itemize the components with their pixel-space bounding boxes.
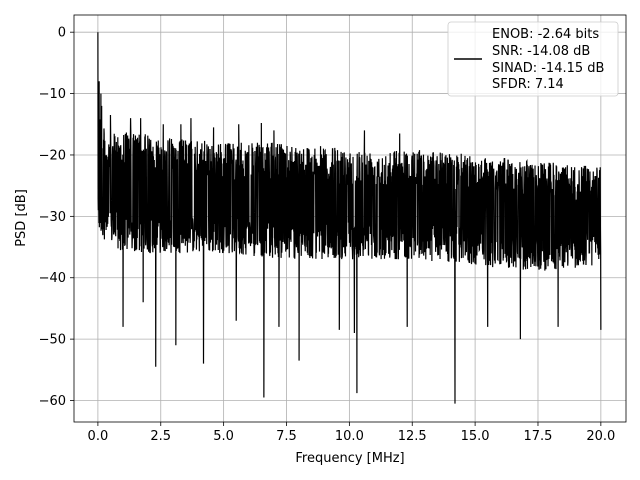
x-tick-label: 2.5 (150, 429, 171, 444)
x-tick-label: 15.0 (461, 429, 490, 444)
legend-entry-sfdr: SFDR: 7.14 (492, 77, 564, 92)
psd-series-line (97, 32, 602, 404)
y-tick-label: −60 (39, 394, 66, 409)
y-tick-label: −20 (39, 148, 66, 163)
x-tick-label: 7.5 (276, 429, 297, 444)
x-axis-label: Frequency [MHz] (295, 451, 404, 466)
psd-trace (97, 32, 602, 404)
legend-box (447, 21, 619, 97)
legend-entry-enob: ENOB: -2.64 bits (492, 27, 599, 42)
x-tick-label: 0.0 (88, 429, 109, 444)
x-tick-label: 17.5 (524, 429, 553, 444)
x-tick-label: 10.0 (335, 429, 364, 444)
y-tick-label: −50 (39, 333, 66, 348)
y-tick-label: −10 (39, 87, 66, 102)
y-tick-label: −40 (39, 271, 66, 286)
legend: ENOB: -2.64 bits SNR: -14.08 dB SINAD: -… (447, 21, 619, 97)
x-tick-label: 5.0 (213, 429, 234, 444)
legend-entry-snr: SNR: -14.08 dB (492, 44, 590, 59)
y-tick-label: 0 (58, 26, 66, 41)
y-axis-ticks: 0 −10 −20 −30 −40 −50 −60 (39, 26, 74, 409)
x-axis-ticks: 0.0 2.5 5.0 7.5 10.0 12.5 15.0 17.5 20.0 (88, 422, 615, 444)
y-tick-label: −30 (39, 210, 66, 225)
x-tick-label: 20.0 (586, 429, 615, 444)
y-axis-label: PSD [dB] (14, 189, 29, 247)
x-tick-label: 12.5 (398, 429, 427, 444)
legend-entry-sinad: SINAD: -14.15 dB (492, 61, 604, 76)
plot-frame (73, 14, 627, 423)
